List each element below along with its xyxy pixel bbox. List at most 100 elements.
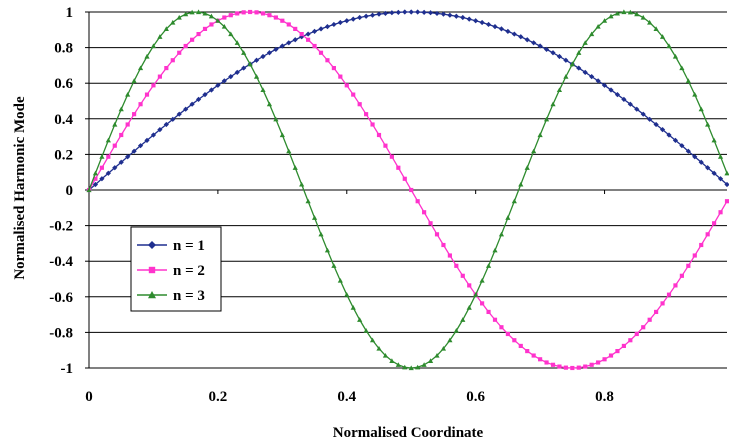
data-point	[622, 344, 626, 348]
y-tick-label: -0.4	[49, 254, 73, 270]
y-tick-label: -0.2	[49, 219, 73, 235]
y-tick-label: 1	[66, 5, 74, 21]
data-point	[551, 363, 555, 367]
data-point	[512, 338, 516, 342]
data-point	[686, 264, 690, 268]
data-point	[712, 221, 716, 225]
data-point	[261, 11, 265, 15]
legend-label: n = 2	[173, 263, 205, 279]
data-point	[364, 112, 368, 116]
data-point	[403, 177, 407, 181]
data-point	[377, 133, 381, 137]
data-point	[222, 15, 226, 19]
data-point	[699, 243, 703, 247]
data-point	[454, 264, 458, 268]
data-point	[370, 122, 374, 126]
y-axis-title: Normalised Harmonic Mode	[12, 96, 28, 280]
y-tick-label: -1	[61, 361, 74, 377]
data-point	[486, 310, 490, 314]
data-point	[648, 318, 652, 322]
data-point	[235, 11, 239, 15]
data-point	[480, 301, 484, 305]
data-point	[706, 232, 710, 236]
data-point	[596, 360, 600, 364]
data-point	[242, 10, 246, 14]
data-point	[667, 293, 671, 297]
x-tick-label: 0	[85, 389, 93, 405]
data-point	[538, 357, 542, 361]
data-point	[209, 22, 213, 26]
data-point	[615, 349, 619, 353]
data-point	[100, 166, 104, 170]
data-point	[248, 10, 252, 14]
data-point	[590, 363, 594, 367]
data-point	[390, 155, 394, 159]
data-point	[138, 102, 142, 106]
data-point	[196, 32, 200, 36]
data-point	[319, 51, 323, 55]
data-point	[583, 364, 587, 368]
y-tick-label: 0.2	[54, 147, 73, 163]
data-point	[725, 199, 729, 203]
data-point	[351, 93, 355, 97]
data-point	[287, 22, 291, 26]
legend: n = 1 n = 2 n = 3	[131, 227, 221, 311]
y-tick-label: 0	[66, 183, 74, 199]
data-point	[660, 301, 664, 305]
data-point	[441, 243, 445, 247]
x-tick-label: 0.4	[337, 389, 356, 405]
data-point	[532, 353, 536, 357]
data-point	[564, 366, 568, 370]
y-tick-label: 0.4	[54, 112, 73, 128]
data-point	[525, 349, 529, 353]
legend-label: n = 1	[173, 238, 205, 254]
data-point	[345, 83, 349, 87]
data-point	[673, 283, 677, 287]
data-point	[461, 274, 465, 278]
data-point	[126, 122, 130, 126]
data-point	[280, 19, 284, 23]
data-point	[519, 344, 523, 348]
data-point	[300, 32, 304, 36]
data-point	[145, 93, 149, 97]
data-point	[383, 144, 387, 148]
data-point	[254, 10, 258, 14]
data-point	[680, 274, 684, 278]
data-point	[113, 144, 117, 148]
data-point	[106, 155, 110, 159]
data-point	[164, 66, 168, 70]
data-point	[409, 188, 413, 192]
data-point	[396, 166, 400, 170]
data-point	[325, 58, 329, 62]
data-point	[293, 27, 297, 31]
data-point	[422, 210, 426, 214]
data-point	[229, 13, 233, 17]
data-point	[506, 332, 510, 336]
data-point	[570, 366, 574, 370]
data-point	[428, 221, 432, 225]
data-point	[151, 83, 155, 87]
y-tick-label: -0.8	[49, 325, 73, 341]
data-point	[332, 66, 336, 70]
data-point	[693, 253, 697, 257]
data-point	[171, 58, 175, 62]
data-point	[635, 332, 639, 336]
data-point	[416, 199, 420, 203]
data-point	[203, 27, 207, 31]
data-point	[602, 357, 606, 361]
data-point	[312, 44, 316, 48]
data-point	[641, 325, 645, 329]
data-point	[448, 253, 452, 257]
data-point	[493, 318, 497, 322]
data-point	[190, 38, 194, 42]
data-point	[544, 360, 548, 364]
data-point	[467, 283, 471, 287]
data-point	[557, 364, 561, 368]
data-point	[338, 75, 342, 79]
y-tick-label: 0.8	[54, 41, 73, 57]
data-point	[177, 51, 181, 55]
data-point	[306, 38, 310, 42]
legend-label: n = 3	[173, 288, 205, 304]
x-tick-label: 0.8	[595, 389, 614, 405]
